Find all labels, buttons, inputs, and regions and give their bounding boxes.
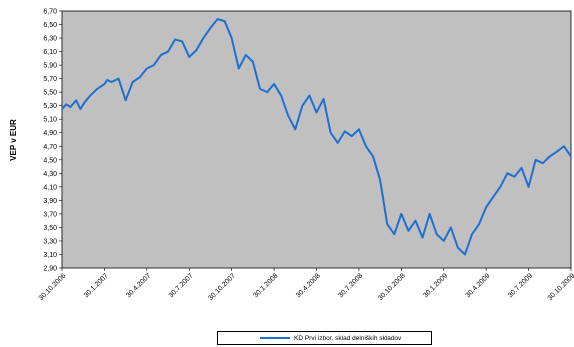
- x-tick-label: 30.10.2006: [38, 272, 68, 302]
- x-tick-label: 30.4.2007: [125, 272, 152, 299]
- y-tick-label: 3,30: [43, 238, 57, 245]
- y-tick-label: 5,50: [43, 90, 57, 97]
- legend-swatch: [260, 337, 290, 339]
- y-tick-label: 4,90: [43, 130, 57, 137]
- x-tick-label: 30.4.2008: [295, 272, 322, 299]
- y-tick-label: 4,50: [43, 157, 57, 164]
- y-tick-label: 5,70: [43, 76, 57, 83]
- y-axis-label: VEP v EUR: [9, 119, 18, 161]
- x-tick-label: 30.1.2007: [83, 272, 110, 299]
- x-tick-label: 30.10.2007: [207, 272, 237, 302]
- y-tick-label: 3,50: [43, 225, 57, 232]
- x-tick-label: 30.7.2007: [168, 272, 195, 299]
- y-tick-label: 4,70: [43, 144, 57, 151]
- y-axis: 2,90 3,10 3,30 3,50 3,70 3,90 4,10 4,30 4,50 4,70…: [43, 9, 62, 273]
- series-layer: [61, 18, 572, 256]
- y-tick-label: 2,90: [43, 266, 57, 273]
- line-chart: 2,90 3,10 3,30 3,50 3,70 3,90 4,10 4,30 4,50 4,70…: [9, 9, 574, 303]
- legend-label: KD Prvi izbor, sklad delniških skladov: [294, 334, 402, 342]
- y-tick-label: 4,30: [43, 171, 57, 178]
- y-tick-label: 3,10: [43, 252, 57, 259]
- x-tick-label: 30.10.2008: [377, 272, 407, 302]
- y-tick-label: 6,10: [43, 49, 57, 56]
- y-tick-label: 5,30: [43, 103, 57, 110]
- x-tick-label: 30.1.2008: [253, 272, 280, 299]
- x-tick-label: 30.7.2008: [337, 272, 364, 299]
- y-tick-label: 4,10: [43, 184, 57, 191]
- y-tick-label: 5,90: [43, 63, 57, 70]
- y-tick-label: 6,50: [43, 22, 57, 29]
- x-tick-label: 30.4.2009: [465, 272, 492, 299]
- plot-area: [61, 10, 572, 269]
- y-tick-label: 6,70: [43, 9, 57, 16]
- x-tick-label: 30.7.2009: [507, 272, 534, 299]
- legend: KD Prvi izbor, sklad delniških skladov: [217, 331, 432, 345]
- y-tick-label: 5,10: [43, 117, 57, 124]
- x-tick-label: 30.1.2009: [422, 272, 449, 299]
- y-tick-label: 3,70: [43, 211, 57, 218]
- x-tick-label: 30.10.2009: [547, 272, 574, 302]
- x-axis: 30.10.2006 30.1.2007 30.4.2007 30.7.2007 30.…: [38, 268, 574, 302]
- y-tick-label: 6,30: [43, 36, 57, 43]
- y-tick-label: 3,90: [43, 198, 57, 205]
- series-line: [61, 18, 572, 256]
